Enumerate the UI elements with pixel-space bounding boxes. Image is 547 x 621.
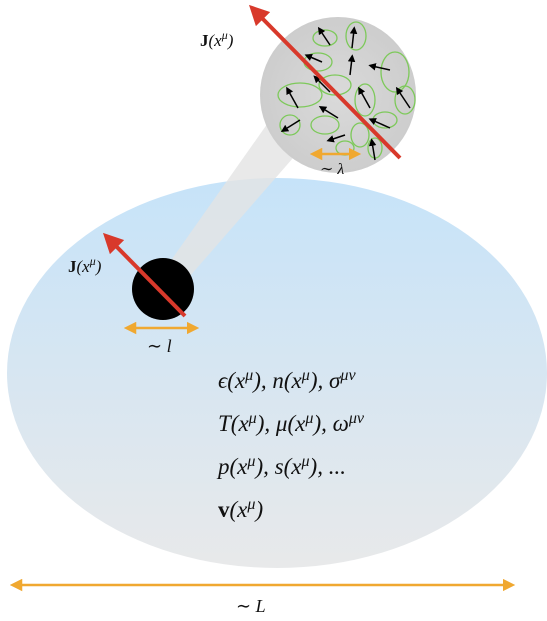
text-part: ϵ(x <box>218 368 246 393</box>
text-part: J <box>68 257 77 276</box>
text-part: ), s(x <box>253 454 302 479</box>
text-part: ), μ(x <box>255 411 306 436</box>
text-part: (x <box>230 497 249 522</box>
equation: v(xμ) <box>218 496 263 523</box>
text-part: T(x <box>218 411 249 436</box>
text-part: (x <box>77 257 91 276</box>
current-arrow-top <box>248 4 402 160</box>
scale-label: ∼ L <box>236 596 266 616</box>
text-part: ), n(x <box>251 368 302 393</box>
text-part: ∼ λ <box>320 161 344 178</box>
text-part: μ <box>248 410 257 427</box>
current-label: J(xμ) <box>200 28 234 50</box>
text-part: μν <box>348 410 365 427</box>
text-part: μ <box>300 453 309 470</box>
text-part: ), ... <box>308 454 346 479</box>
text-part: μ <box>301 367 310 384</box>
text-part: μ <box>221 28 228 42</box>
scale-label: ∼ l <box>147 336 172 356</box>
text-part: μ <box>244 367 253 384</box>
text-part: ) <box>227 31 234 50</box>
text-part: p(x <box>216 454 248 479</box>
text-part: μ <box>246 453 255 470</box>
text-part: ) <box>95 257 102 276</box>
current-arrow-left <box>102 232 187 318</box>
text-part: ) <box>253 497 263 522</box>
scale-label: ∼ λ <box>320 161 344 178</box>
fluid-cell <box>132 258 194 320</box>
text-part: J <box>200 31 209 50</box>
text-part: ∼ L <box>236 596 266 616</box>
text-part: μ <box>89 254 96 268</box>
equation: p(xμ), s(xμ), ... <box>216 453 346 480</box>
text-part: ), σ <box>308 368 342 393</box>
text-part: v <box>218 497 230 522</box>
text-part: μ <box>246 496 255 513</box>
current-label: J(xμ) <box>68 254 102 276</box>
text-part: μν <box>339 367 356 384</box>
equation: T(xμ), μ(xμ), ωμν <box>218 410 365 437</box>
text-part: ∼ l <box>147 336 172 356</box>
spin-arrows <box>280 26 411 161</box>
equation: ϵ(xμ), n(xμ), σμν <box>218 367 356 394</box>
zoom-cone <box>160 120 300 292</box>
text-part: (x <box>209 31 223 50</box>
text-part: μ <box>304 410 313 427</box>
text-part: ), ω <box>311 411 348 436</box>
